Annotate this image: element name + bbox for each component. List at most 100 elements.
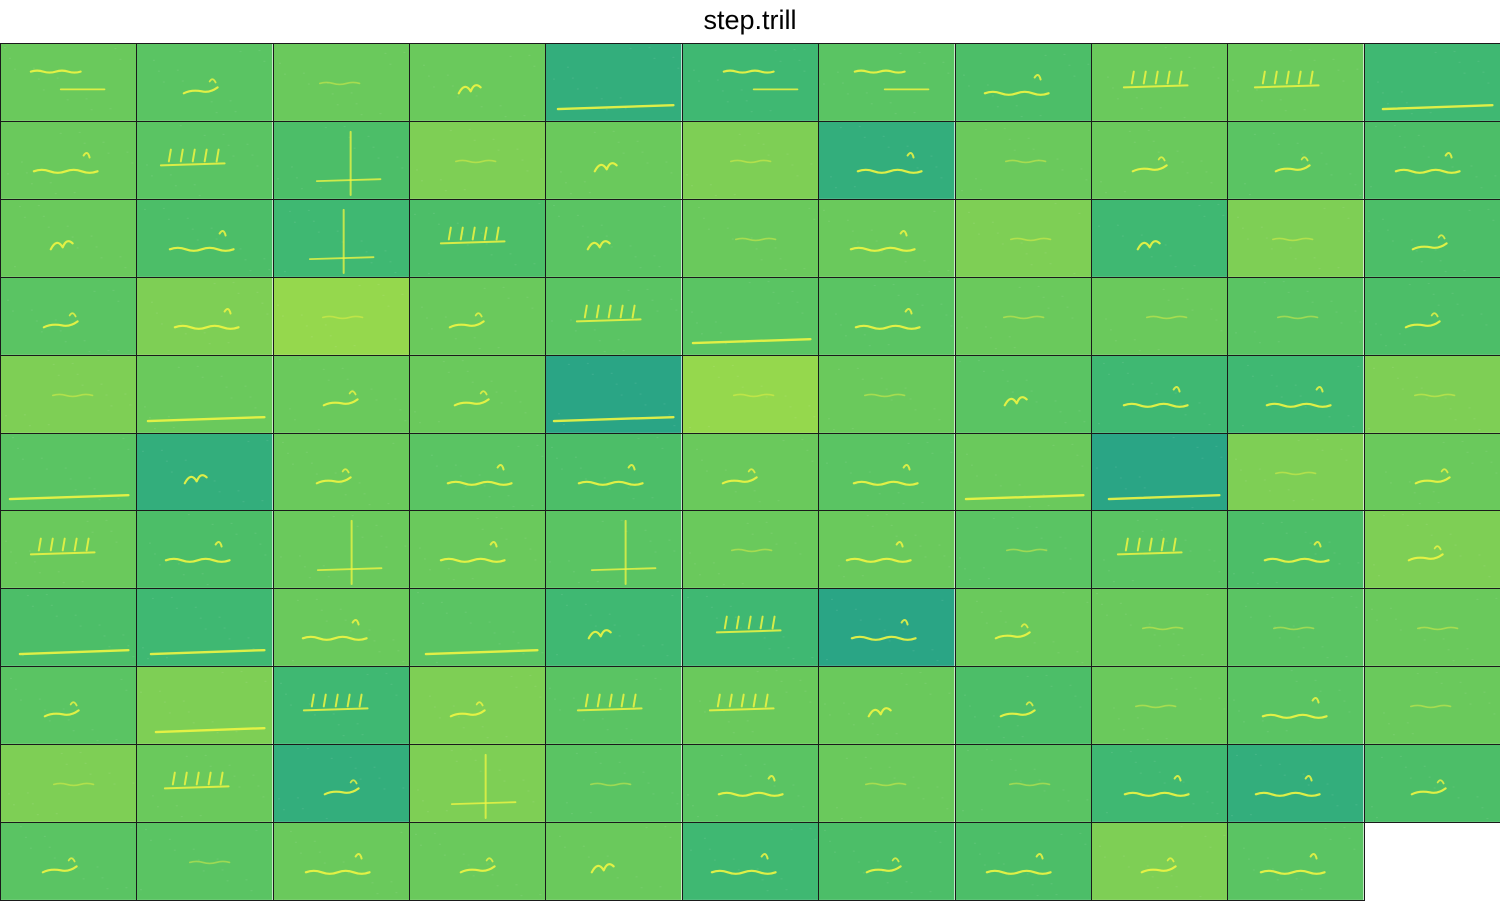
vocal-trace bbox=[439, 226, 506, 245]
vocal-trace bbox=[557, 103, 676, 111]
spectrogram-tile bbox=[954, 198, 1092, 278]
vocal-trace bbox=[867, 707, 892, 718]
tile-background bbox=[273, 199, 410, 277]
spectrogram-tile bbox=[1363, 588, 1500, 668]
tile-background bbox=[682, 823, 819, 900]
tile-background bbox=[410, 823, 546, 900]
spectrogram-tile bbox=[272, 822, 411, 901]
vocal-trace bbox=[424, 649, 539, 656]
spectrogram-tile bbox=[954, 666, 1092, 746]
spectrogram-tile bbox=[409, 198, 547, 278]
spectrogram-image bbox=[682, 589, 819, 667]
spectrogram-image bbox=[1364, 433, 1500, 511]
spectrogram-tile bbox=[136, 666, 274, 746]
tile-background bbox=[137, 433, 273, 511]
spectrogram-tile bbox=[1227, 744, 1365, 824]
spectrogram-image bbox=[819, 355, 955, 433]
tile-background bbox=[1, 511, 137, 589]
tile-background bbox=[682, 44, 819, 121]
spectrogram-image bbox=[1228, 433, 1364, 511]
spectrogram-tile bbox=[818, 744, 956, 824]
spectrogram-tile bbox=[681, 744, 820, 824]
spectrogram-tile bbox=[818, 510, 956, 590]
tile-background bbox=[1228, 277, 1364, 355]
vocal-trace bbox=[315, 130, 382, 196]
spectrogram-image bbox=[273, 199, 410, 277]
tile-background bbox=[955, 199, 1091, 277]
spectrogram-image bbox=[1, 433, 137, 511]
vocal-trace bbox=[734, 237, 777, 242]
spectrogram-image bbox=[1, 589, 137, 667]
tile-background bbox=[955, 44, 1091, 121]
spectrogram-image bbox=[819, 433, 955, 511]
spectrogram-grid bbox=[0, 43, 1500, 901]
spectrogram-tile bbox=[136, 120, 274, 200]
vocal-trace bbox=[32, 151, 99, 174]
spectrogram-image bbox=[955, 199, 1091, 277]
vocal-trace bbox=[1122, 70, 1189, 89]
spectrogram-image bbox=[955, 44, 1091, 121]
spectrogram-tile bbox=[545, 510, 683, 590]
spectrogram-tile bbox=[818, 432, 956, 512]
spectrogram-tile bbox=[0, 666, 138, 746]
spectrogram-image bbox=[682, 745, 819, 823]
spectrogram-tile bbox=[545, 432, 683, 512]
spectrogram-image bbox=[1091, 511, 1228, 589]
tile-background bbox=[1091, 355, 1228, 433]
spectrogram-tile bbox=[681, 822, 820, 901]
spectrogram-tile bbox=[681, 198, 820, 278]
tile-background bbox=[273, 823, 410, 900]
tile-background bbox=[546, 199, 682, 277]
vocal-trace bbox=[1275, 471, 1317, 475]
spectrogram-image bbox=[1364, 589, 1500, 667]
spectrogram-tile bbox=[1090, 744, 1229, 824]
tile-background bbox=[546, 667, 682, 745]
spectrogram-image bbox=[137, 823, 273, 900]
spectrogram-tile bbox=[954, 354, 1092, 434]
spectrogram-tile bbox=[1363, 43, 1500, 122]
vocal-trace bbox=[1262, 697, 1328, 720]
spectrogram-tile bbox=[818, 198, 956, 278]
tile-background bbox=[137, 44, 273, 121]
tile-background bbox=[955, 277, 1091, 355]
spectrogram-image bbox=[682, 433, 819, 511]
vocal-trace bbox=[1272, 237, 1314, 242]
vocal-trace bbox=[450, 754, 517, 820]
tile-background bbox=[273, 589, 410, 667]
spectrogram-image bbox=[682, 667, 819, 745]
spectrogram-tile bbox=[272, 120, 411, 200]
spectrogram-image bbox=[819, 44, 955, 121]
spectrogram-image bbox=[410, 433, 546, 511]
spectrogram-tile bbox=[954, 822, 1092, 901]
spectrogram-image bbox=[273, 121, 410, 199]
spectrogram-image bbox=[137, 44, 273, 121]
spectrogram-tile bbox=[1363, 744, 1500, 824]
spectrogram-image bbox=[273, 44, 410, 121]
tile-background bbox=[682, 745, 819, 823]
spectrogram-image bbox=[1, 355, 137, 433]
spectrogram-tile bbox=[818, 354, 956, 434]
vocal-trace bbox=[155, 727, 266, 734]
vocal-trace bbox=[169, 229, 235, 252]
tile-background bbox=[410, 511, 546, 589]
spectrogram-tile bbox=[545, 744, 683, 824]
spectrogram-tile bbox=[409, 120, 547, 200]
spectrogram-image bbox=[546, 121, 682, 199]
spectrogram-image bbox=[955, 589, 1091, 667]
tile-background bbox=[1091, 44, 1228, 121]
vocal-trace bbox=[1131, 156, 1168, 173]
tile-background bbox=[819, 121, 955, 199]
vocal-trace bbox=[1254, 70, 1320, 89]
tile-background bbox=[273, 44, 410, 121]
spectrogram-tile bbox=[272, 354, 411, 434]
vocal-trace bbox=[1381, 103, 1494, 111]
tile-background bbox=[410, 745, 546, 823]
tile-background bbox=[546, 511, 682, 589]
spectrogram-image bbox=[546, 589, 682, 667]
spectrogram-tile bbox=[272, 276, 411, 356]
spectrogram-image bbox=[1228, 199, 1364, 277]
spectrogram-image bbox=[819, 511, 955, 589]
vocal-trace bbox=[184, 473, 209, 484]
spectrogram-tile bbox=[0, 354, 138, 434]
tile-background bbox=[1091, 823, 1228, 900]
